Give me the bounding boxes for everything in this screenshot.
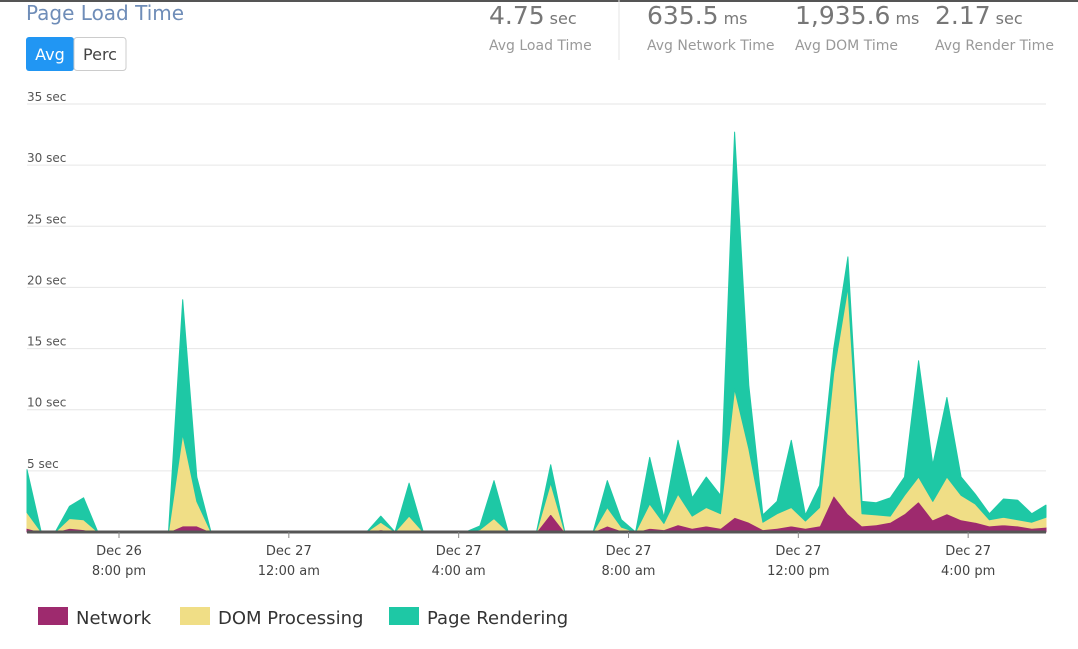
- x-tick-date: Dec 27: [436, 544, 482, 559]
- stat-label: Avg DOM Time: [795, 38, 898, 54]
- stat-label: Avg Render Time: [935, 38, 1054, 54]
- y-tick-label: 15 sec: [27, 335, 66, 349]
- y-tick-label: 30 sec: [27, 151, 66, 165]
- stat-number: 1,935.6: [795, 1, 890, 30]
- stat-label: Avg Network Time: [647, 38, 775, 54]
- x-tick-date: Dec 27: [606, 544, 652, 559]
- perc-button-label[interactable]: Perc: [83, 45, 117, 64]
- stat-value: 4.75 sec: [489, 1, 577, 30]
- title: Page Load Time: [26, 1, 184, 25]
- toggle: Avg Perc: [26, 37, 127, 71]
- y-tick-label: 25 sec: [27, 212, 66, 226]
- avg-button[interactable]: [26, 37, 74, 71]
- legend-label: Page Rendering: [427, 608, 568, 629]
- stat-unit: sec: [550, 9, 577, 28]
- x-tick-time: 12:00 pm: [767, 564, 830, 579]
- x-tick-date: Dec 27: [266, 544, 312, 559]
- stat-unit: ms: [895, 9, 919, 28]
- x-tick-time: 8:00 pm: [92, 564, 146, 579]
- x-tick-date: Dec 26: [96, 544, 142, 559]
- stat-label: Avg Load Time: [489, 38, 592, 54]
- x-tick-time: 8:00 am: [602, 564, 656, 579]
- avg-button-label[interactable]: Avg: [35, 45, 65, 64]
- x-tick-time: 4:00 pm: [941, 564, 995, 579]
- stats: 4.75 sec Avg Load Time 635.5 ms Avg Network T…: [489, 1, 1054, 54]
- stat-unit: sec: [996, 9, 1023, 28]
- chart: 5 sec 10 sec 15 sec 20 sec 25 sec 30 sec 35 se…: [26, 90, 1047, 629]
- stat-value: 2.17 sec: [935, 1, 1023, 30]
- legend-swatch: [38, 607, 68, 625]
- x-tick-date: Dec 27: [775, 544, 821, 559]
- y-tick-label: 5 sec: [27, 457, 59, 471]
- stat-unit: ms: [724, 9, 748, 28]
- stat-value: 635.5 ms: [647, 1, 748, 30]
- y-tick-label: 35 sec: [27, 90, 66, 104]
- y-tick-label: 10 sec: [27, 396, 66, 410]
- legend-swatch: [389, 607, 419, 625]
- x-tick-date: Dec 27: [945, 544, 991, 559]
- stat-number: 4.75: [489, 1, 545, 30]
- legend-label: DOM Processing: [218, 608, 363, 629]
- stat-number: 635.5: [647, 1, 719, 30]
- legend-swatch: [180, 607, 210, 625]
- x-tick-time: 4:00 am: [432, 564, 486, 579]
- y-tick-label: 20 sec: [27, 273, 66, 287]
- perc-button[interactable]: [73, 37, 127, 71]
- stat-value: 1,935.6 ms: [795, 1, 919, 30]
- stat-number: 2.17: [935, 1, 991, 30]
- x-tick-time: 12:00 am: [258, 564, 320, 579]
- legend-label: Network: [76, 608, 152, 629]
